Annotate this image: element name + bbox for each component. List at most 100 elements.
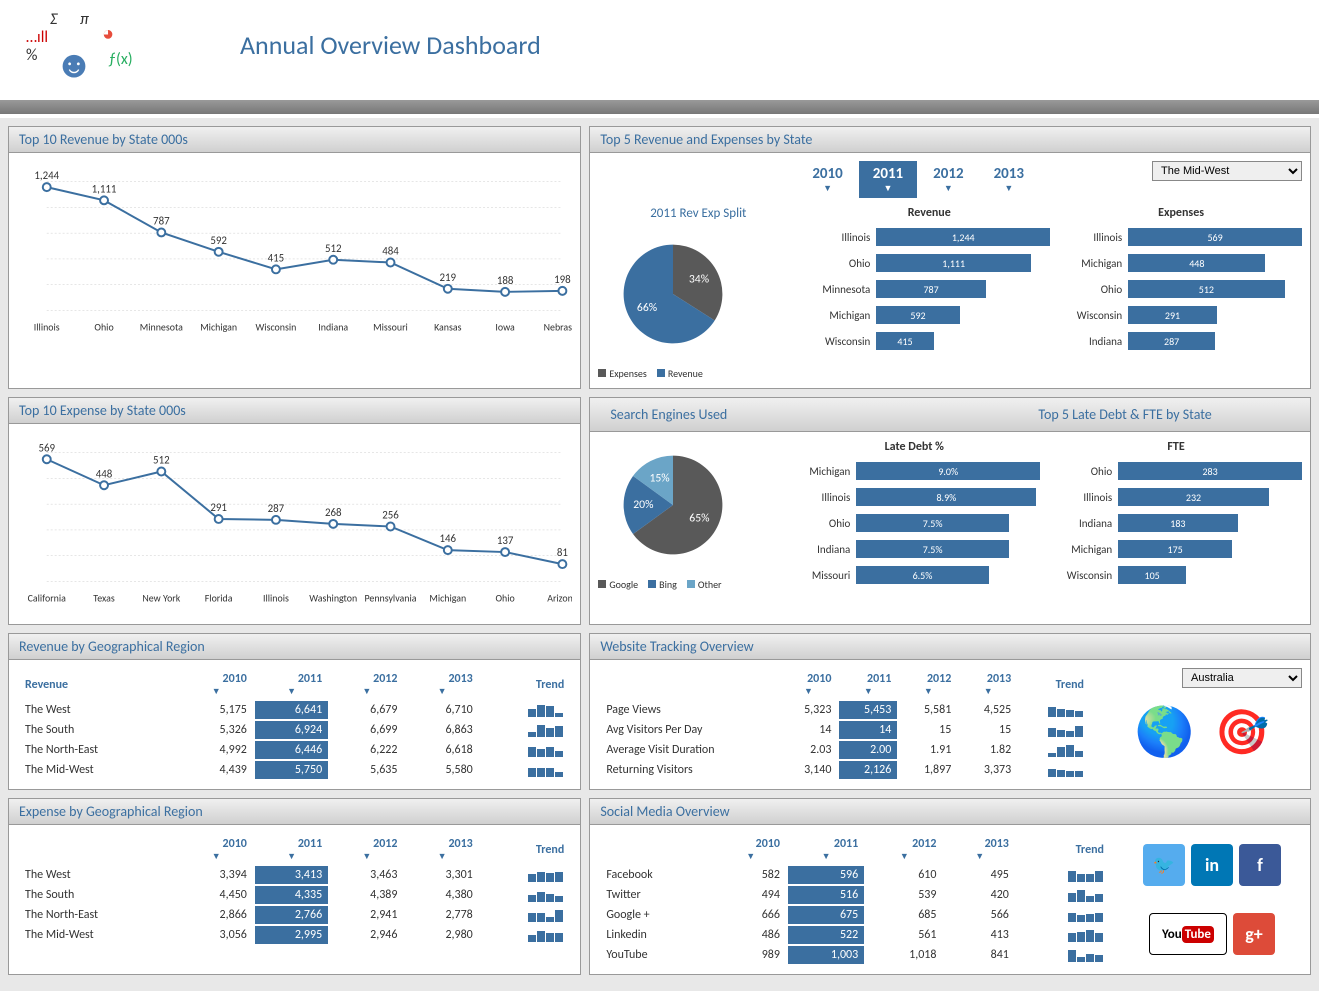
- col-header: Trend: [481, 670, 571, 699]
- facebook-icon: f: [1239, 844, 1281, 886]
- svg-text:34%: 34%: [689, 273, 709, 287]
- website-region-select[interactable]: Australia: [1182, 668, 1302, 688]
- bar-row: Ohio7.5%: [788, 512, 1040, 534]
- svg-text:Wisconsin: Wisconsin: [255, 321, 296, 333]
- panel-website: Website Tracking Overview 2010▼2011▼2012…: [589, 633, 1311, 790]
- col-header[interactable]: 2013▼: [944, 835, 1014, 864]
- panel-title: Top 10 Revenue by State 000s: [9, 127, 580, 153]
- svg-text:448: 448: [96, 467, 113, 480]
- col-header[interactable]: 2010▼: [779, 670, 837, 699]
- panel-title: Top 10 Expense by State 000s: [9, 398, 580, 424]
- fte-bars: Ohio283Illinois232Indiana183Michigan175W…: [1050, 460, 1302, 586]
- table-row: The South5,3266,9246,6996,863: [19, 721, 570, 739]
- header: Σ π …ıll % ◕ ƒ(x) ☻ Annual Overview Dash…: [0, 0, 1319, 100]
- region-select[interactable]: The Mid-West: [1152, 161, 1302, 181]
- svg-text:592: 592: [210, 234, 227, 247]
- svg-text:Texas: Texas: [93, 592, 115, 604]
- svg-text:Illinois: Illinois: [34, 321, 60, 333]
- panel-expense-region: Expense by Geographical Region 2010▼2011…: [8, 798, 581, 975]
- svg-text:Illinois: Illinois: [263, 592, 289, 604]
- bar-row: Ohio512: [1060, 278, 1302, 300]
- separator: [0, 100, 1319, 114]
- svg-text:484: 484: [382, 245, 399, 258]
- col-header[interactable]: 2012▼: [330, 835, 403, 864]
- table-website: 2010▼2011▼2012▼2013▼TrendPage Views5,323…: [598, 668, 1092, 781]
- col-header[interactable]: 2013▼: [405, 835, 478, 864]
- table-row: Page Views5,3235,4535,5814,525: [600, 701, 1090, 719]
- globe-icon: 🌎: [1135, 702, 1195, 761]
- svg-text:787: 787: [153, 215, 170, 228]
- svg-text:Ohio: Ohio: [94, 321, 113, 333]
- year-tab-2013[interactable]: 2013▼: [980, 161, 1038, 198]
- table-row: YouTube9891,0031,018841: [600, 946, 1110, 964]
- revenue-bars: Illinois1,244Ohio1,111Minnesota787Michig…: [808, 226, 1050, 352]
- col-header[interactable]: 2011▼: [839, 670, 897, 699]
- svg-text:Minnesota: Minnesota: [140, 321, 183, 333]
- col-header: Trend: [1017, 835, 1110, 864]
- table-row: The Mid-West4,4395,7505,6355,580: [19, 761, 570, 779]
- svg-text:New York: New York: [142, 592, 180, 604]
- svg-text:Ohio: Ohio: [495, 592, 514, 604]
- linkedin-icon: in: [1191, 844, 1233, 886]
- panel-title: Social Media Overview: [590, 799, 1310, 825]
- svg-text:188: 188: [497, 274, 514, 287]
- panel-title: Top 5 Revenue and Expenses by State: [590, 127, 1310, 153]
- pie-title: 2011 Rev Exp Split: [598, 206, 798, 221]
- svg-text:Pennsylvania: Pennsylvania: [365, 592, 417, 604]
- col-header[interactable]: 2010▼: [180, 670, 253, 699]
- svg-text:146: 146: [440, 532, 457, 545]
- legend-item: Other: [687, 578, 722, 591]
- panel-title: Search Engines Used: [600, 402, 950, 427]
- bar-row: Michigan448: [1060, 252, 1302, 274]
- table-row: The North-East4,9926,4466,2226,618: [19, 741, 570, 759]
- bar-row: Wisconsin105: [1050, 564, 1302, 586]
- panel-search-debt: Search Engines Used Top 5 Late Debt & FT…: [589, 397, 1311, 625]
- table-row: Avg Visitors Per Day14141515: [600, 721, 1090, 739]
- googleplus-icon: g+: [1233, 913, 1275, 955]
- bar-row: Wisconsin415: [808, 330, 1050, 352]
- svg-text:65%: 65%: [690, 511, 710, 525]
- col-header[interactable]: 2010▼: [180, 835, 253, 864]
- svg-text:California: California: [28, 592, 67, 604]
- fte-header: FTE: [1050, 440, 1302, 454]
- col-header[interactable]: 2011▼: [255, 835, 328, 864]
- year-tab-2012[interactable]: 2012▼: [919, 161, 977, 198]
- pie-chart-revexp: 34%66%: [598, 229, 748, 359]
- table-row: Twitter494516539420: [600, 886, 1110, 904]
- svg-text:512: 512: [325, 242, 342, 255]
- table-expense-region: 2010▼2011▼2012▼2013▼TrendThe West3,3943,…: [17, 833, 572, 946]
- panel-title: Revenue by Geographical Region: [9, 634, 580, 660]
- expense-bars: Illinois569Michigan448Ohio512Wisconsin29…: [1060, 226, 1302, 352]
- svg-text:Arizona: Arizona: [547, 592, 572, 604]
- bar-row: Ohio1,111: [808, 252, 1050, 274]
- svg-text:Iowa: Iowa: [495, 321, 515, 333]
- col-header[interactable]: 2012▼: [866, 835, 942, 864]
- bar-row: Illinois569: [1060, 226, 1302, 248]
- svg-text:137: 137: [497, 534, 514, 547]
- year-tab-2011[interactable]: 2011▼: [859, 161, 917, 198]
- col-header[interactable]: 2011▼: [255, 670, 328, 699]
- col-header[interactable]: 2013▼: [405, 670, 478, 699]
- twitter-icon: 🐦: [1143, 844, 1185, 886]
- table-row: Facebook582596610495: [600, 866, 1110, 884]
- expenses-header: Expenses: [1060, 206, 1302, 220]
- bar-row: Illinois232: [1050, 486, 1302, 508]
- svg-text:20%: 20%: [634, 498, 654, 512]
- table-revenue-region: Revenue2010▼2011▼2012▼2013▼TrendThe West…: [17, 668, 572, 781]
- bar-row: Indiana183: [1050, 512, 1302, 534]
- bar-row: Michigan592: [808, 304, 1050, 326]
- col-header[interactable]: 2013▼: [959, 670, 1017, 699]
- col-header[interactable]: 2012▼: [330, 670, 403, 699]
- col-header[interactable]: 2011▼: [788, 835, 864, 864]
- panel-title: Website Tracking Overview: [590, 634, 1310, 660]
- col-header[interactable]: 2010▼: [716, 835, 786, 864]
- col-header[interactable]: 2012▼: [899, 670, 957, 699]
- bar-row: Missouri6.5%: [788, 564, 1040, 586]
- svg-text:81: 81: [557, 546, 569, 559]
- year-tab-2010[interactable]: 2010▼: [798, 161, 856, 198]
- bar-row: Minnesota787: [808, 278, 1050, 300]
- line-chart-expense: 569California448Texas512New York291Flori…: [17, 432, 572, 612]
- page-title: Annual Overview Dashboard: [240, 29, 541, 61]
- svg-text:287: 287: [268, 502, 285, 515]
- svg-text:Michigan: Michigan: [200, 321, 237, 333]
